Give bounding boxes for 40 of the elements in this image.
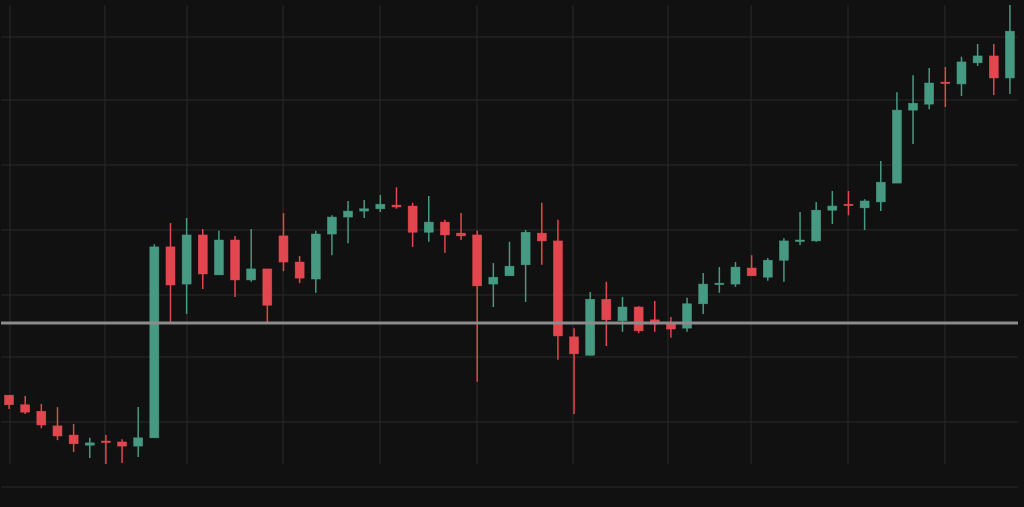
- candlestick: [569, 327, 579, 415]
- candlestick: [956, 56, 967, 97]
- candlestick: [827, 190, 838, 225]
- candlestick: [327, 214, 337, 256]
- candlestick: [666, 316, 676, 339]
- candlestick: [359, 199, 369, 219]
- candlestick: [133, 406, 143, 458]
- candlestick: [972, 43, 983, 67]
- candlestick: [617, 296, 628, 333]
- candlestick: [504, 241, 515, 277]
- candlestick: [36, 403, 47, 429]
- candlestick: [940, 66, 951, 108]
- candlestick: [52, 406, 63, 441]
- candlestick: [391, 186, 402, 210]
- candlestick: [779, 237, 789, 283]
- candlestick: [117, 438, 127, 464]
- candlestick: [68, 423, 79, 453]
- candlestick: [859, 198, 870, 231]
- candlestick: [876, 160, 886, 212]
- candlestick: [795, 211, 805, 246]
- candlestick: [989, 43, 999, 96]
- candlestick: [440, 219, 450, 254]
- candlestick: [246, 228, 256, 283]
- candlestick: [537, 202, 547, 266]
- candlestick: [714, 266, 725, 294]
- candlestick: [101, 434, 111, 464]
- candlestick: [85, 437, 95, 459]
- candlestick: [843, 190, 854, 216]
- candlestick: [924, 67, 934, 110]
- candlestick: [294, 255, 305, 284]
- candlestick: [424, 195, 434, 243]
- candlestick: [601, 281, 612, 347]
- candlestick: [456, 212, 466, 241]
- candlestick: [343, 200, 353, 244]
- candlestick: [488, 262, 499, 308]
- candlestick: [746, 254, 757, 277]
- candlestick: [763, 257, 773, 282]
- candlestick: [698, 272, 708, 315]
- candlestick: [730, 261, 741, 288]
- candlestick: [908, 74, 918, 145]
